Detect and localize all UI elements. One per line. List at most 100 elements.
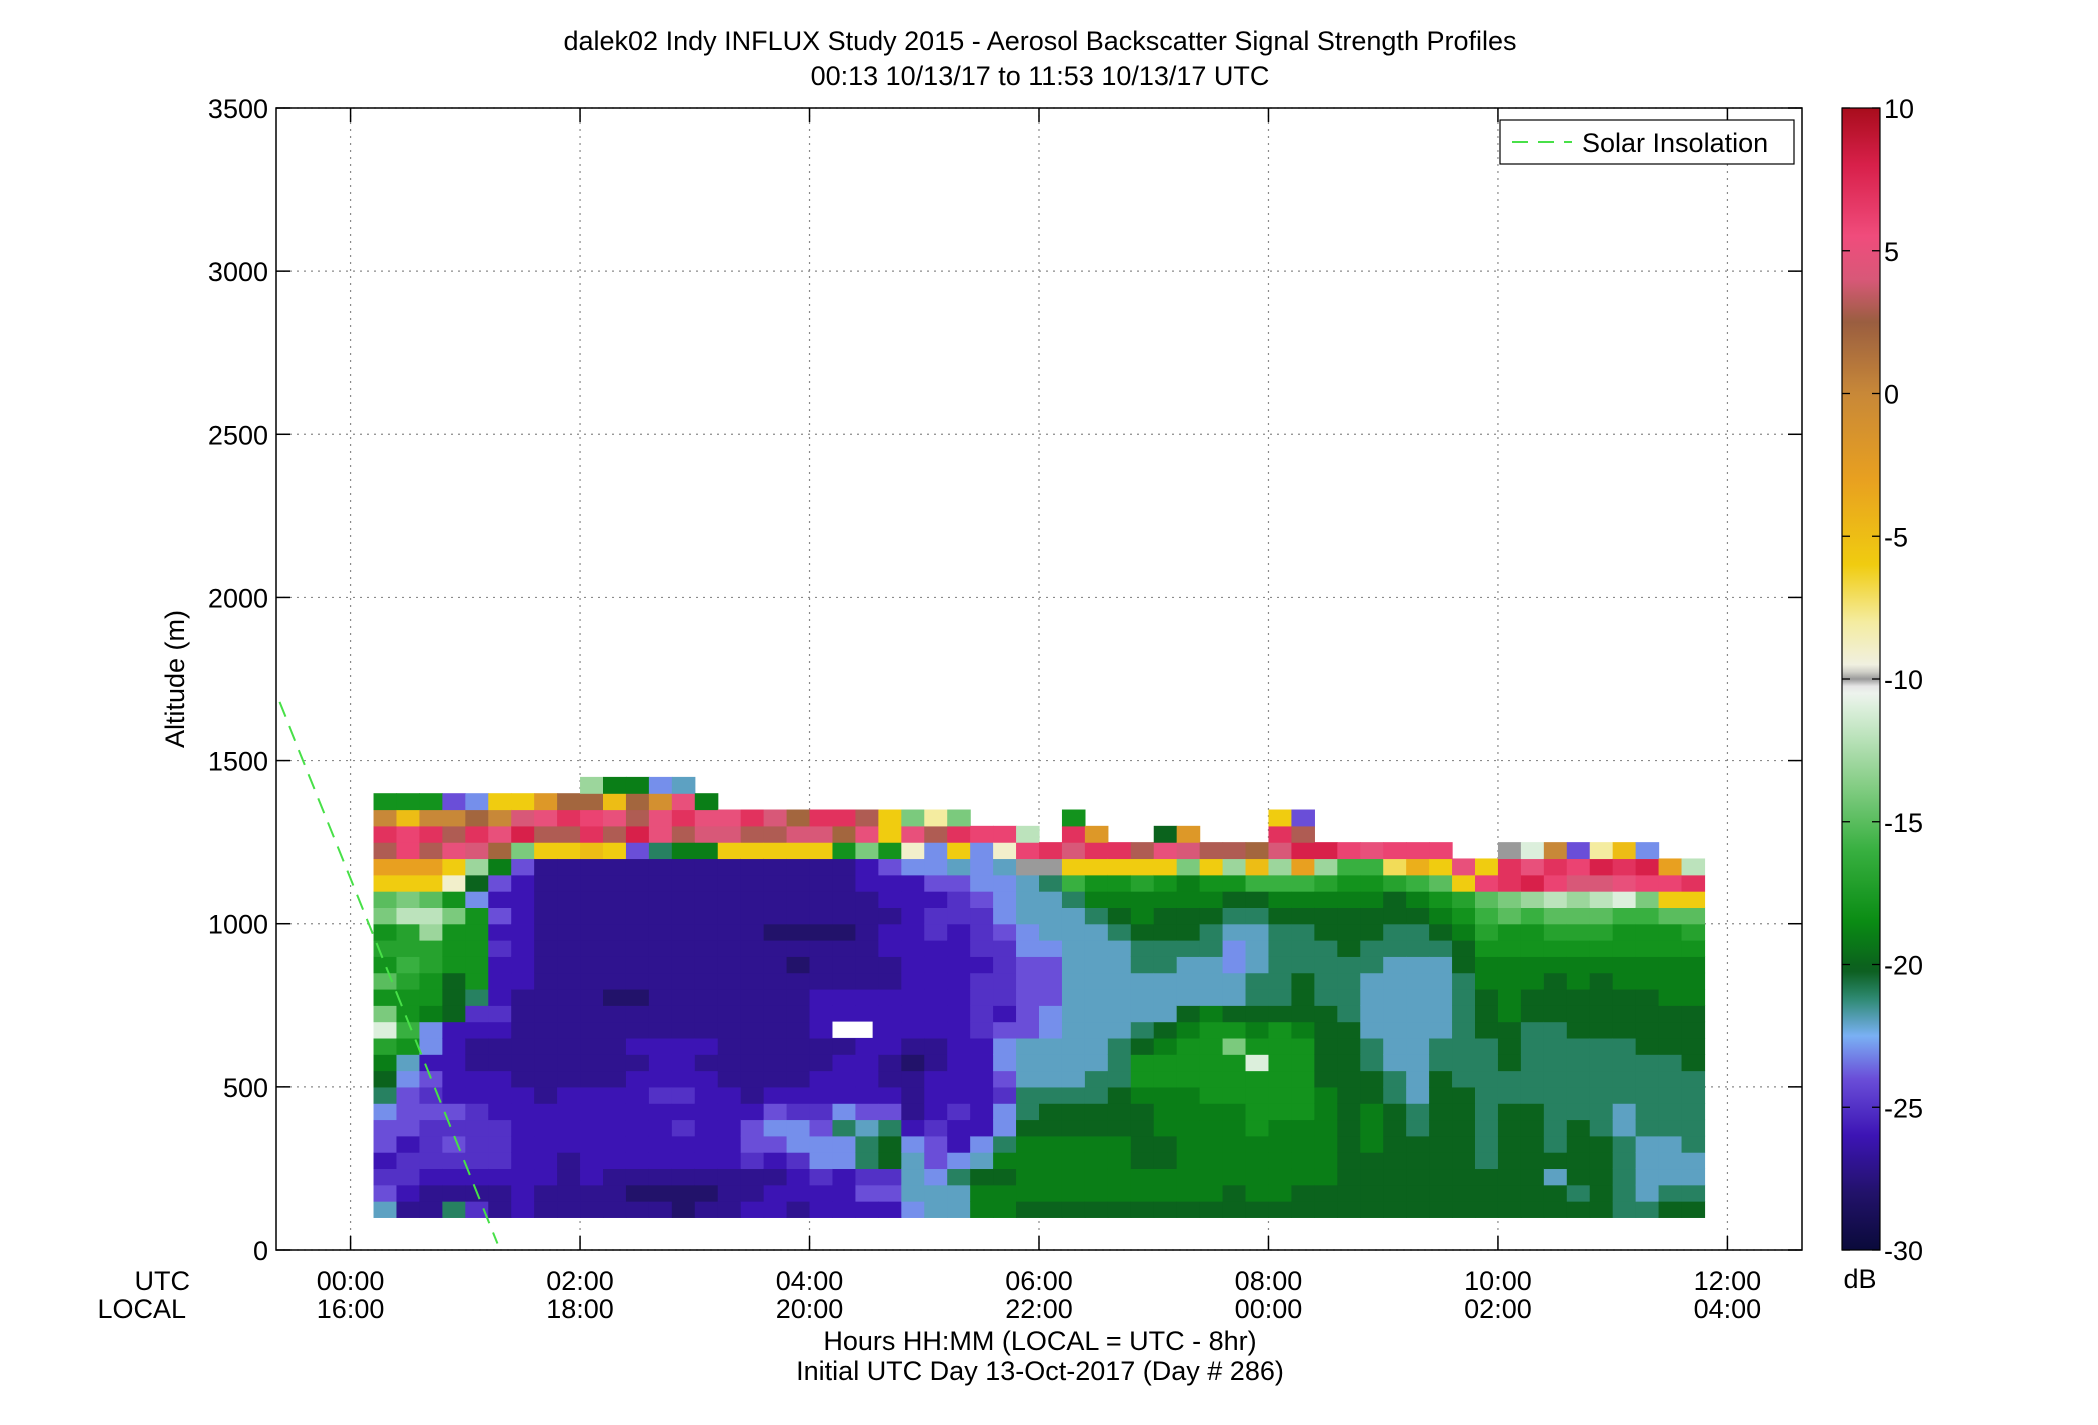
heatmap-cell <box>1360 923 1384 941</box>
heatmap-cell <box>1589 1021 1614 1039</box>
heatmap-cell <box>855 1119 879 1137</box>
heatmap-cell <box>1061 1086 1086 1104</box>
colorbar-ticks: 10 5 0 -5 -10 -15 -20 -25 -30 <box>1842 94 1923 1266</box>
heatmap-cell <box>878 1184 902 1202</box>
heatmap-cell <box>580 891 604 908</box>
heatmap-cell <box>1084 1119 1109 1137</box>
heatmap-cell <box>1406 1103 1430 1121</box>
heatmap-cell <box>1314 907 1338 925</box>
heatmap-cell <box>396 842 421 860</box>
heatmap-cell <box>1016 972 1040 990</box>
heatmap-cell <box>534 842 558 860</box>
colorbar-tick-label: -10 <box>1884 665 1923 695</box>
heatmap-cell <box>1383 1119 1407 1137</box>
heatmap-cell <box>855 825 879 843</box>
heatmap-cell <box>1406 972 1430 990</box>
heatmap-cell <box>1314 1119 1338 1137</box>
heatmap-cell <box>1153 1054 1178 1072</box>
heatmap-cell <box>786 1201 811 1218</box>
heatmap-cell <box>1176 1021 1201 1039</box>
heatmap-cell <box>671 1021 696 1039</box>
heatmap-cell <box>580 858 604 876</box>
heatmap-cell <box>1520 988 1545 1006</box>
heatmap-cell <box>1681 1184 1706 1202</box>
heatmap-cell <box>1589 1135 1614 1153</box>
heatmap-cell <box>1635 1037 1660 1055</box>
heatmap-cell <box>1314 891 1338 908</box>
heatmap-cell <box>1520 1135 1545 1153</box>
heatmap-cell <box>993 1152 1017 1170</box>
heatmap-cell <box>373 923 398 941</box>
heatmap-cell <box>717 1005 742 1023</box>
heatmap-cell <box>442 793 466 811</box>
heatmap-cell <box>717 1103 742 1121</box>
heatmap-cell <box>1360 891 1384 908</box>
heatmap-cell <box>671 1054 696 1072</box>
heatmap-cell <box>1199 1070 1224 1088</box>
heatmap-cell <box>1268 1201 1293 1218</box>
heatmap-cell <box>511 1119 535 1137</box>
heatmap-cell <box>373 874 398 892</box>
heatmap-cell <box>1612 1070 1637 1088</box>
heatmap-cell <box>557 988 581 1006</box>
heatmap-cell <box>603 940 627 957</box>
heatmap-cell <box>1314 874 1338 892</box>
heatmap-cell <box>396 1005 421 1023</box>
heatmap-cell <box>373 1086 398 1104</box>
heatmap-cell <box>1681 988 1706 1006</box>
heatmap-cell <box>809 1135 834 1153</box>
heatmap-cell <box>1291 825 1315 843</box>
heatmap-cell <box>1612 1168 1637 1186</box>
heatmap-cell <box>763 1021 788 1039</box>
heatmap-cell <box>1543 972 1568 990</box>
heatmap-cell <box>993 1135 1017 1153</box>
heatmap-cell <box>947 842 971 860</box>
heatmap-cell <box>465 972 489 990</box>
heatmap-cell <box>442 891 466 908</box>
heatmap-cell <box>373 988 398 1006</box>
heatmap-cell <box>465 1135 489 1153</box>
heatmap-cell <box>1061 891 1086 908</box>
heatmap-cell <box>1130 1037 1155 1055</box>
heatmap-cell <box>1475 972 1499 990</box>
heatmap-cell <box>603 1168 627 1186</box>
heatmap-cell <box>1222 907 1247 925</box>
heatmap-cell <box>1268 1184 1293 1202</box>
heatmap-cell <box>970 842 994 860</box>
heatmap-cell <box>1176 1135 1201 1153</box>
heatmap-cell <box>993 1201 1017 1218</box>
heatmap-cell <box>1612 956 1637 974</box>
heatmap-cell <box>786 1086 811 1104</box>
heatmap-cell <box>396 891 421 908</box>
heatmap-cell <box>1245 1184 1270 1202</box>
heatmap-cell <box>763 1005 788 1023</box>
heatmap-cell <box>1153 825 1178 843</box>
heatmap-cell <box>1475 940 1499 957</box>
heatmap-cell <box>1337 1201 1361 1218</box>
heatmap-cell <box>855 923 879 941</box>
heatmap-cell <box>419 809 443 827</box>
heatmap-cell <box>1635 874 1660 892</box>
heatmap-cell <box>740 891 765 908</box>
heatmap-cell <box>1245 891 1270 908</box>
heatmap-cell <box>671 842 696 860</box>
heatmap-cell <box>373 1135 398 1153</box>
heatmap-cell <box>1658 1135 1683 1153</box>
heatmap-cell <box>1176 1070 1201 1088</box>
heatmap-cell <box>1383 874 1407 892</box>
heatmap-cell <box>1314 1021 1338 1039</box>
heatmap-cell <box>1383 858 1407 876</box>
heatmap-cell <box>878 1103 902 1121</box>
heatmap-cell <box>603 988 627 1006</box>
heatmap-cell <box>1222 940 1247 957</box>
heatmap-cell <box>1016 907 1040 925</box>
x-axis-label-day: Initial UTC Day 13-Oct-2017 (Day # 286) <box>796 1356 1284 1386</box>
heatmap-cell <box>1176 858 1201 876</box>
heatmap-cell <box>1107 1086 1132 1104</box>
heatmap-cell <box>1383 1086 1407 1104</box>
heatmap-cell <box>625 1103 650 1121</box>
heatmap-cell <box>648 842 673 860</box>
heatmap-cell <box>786 1152 811 1170</box>
heatmap-cell <box>901 1021 925 1039</box>
heatmap-cell <box>901 988 925 1006</box>
